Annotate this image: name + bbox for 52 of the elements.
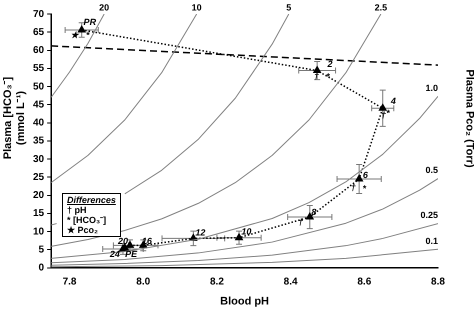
y-tick-label: 45 xyxy=(33,99,45,110)
x-tick-label: 8.6 xyxy=(357,276,372,288)
y-tick-label: 40 xyxy=(33,118,45,129)
annotation: PR xyxy=(84,17,97,28)
series-label: 0.25 xyxy=(420,210,438,220)
y-tick-label: 55 xyxy=(33,63,45,74)
annotation: 6 xyxy=(362,170,369,180)
y-tick-label: 65 xyxy=(33,26,45,38)
series-label: 20 xyxy=(99,2,110,12)
y-tick-label: 70 xyxy=(33,8,45,20)
annotation: † pH xyxy=(67,205,88,215)
x-tick-label: 8.2 xyxy=(210,276,224,288)
series-label: 10 xyxy=(192,2,202,12)
y-tick-label: 25 xyxy=(33,172,45,183)
y-tick-label: 15 xyxy=(33,208,45,220)
x-tick-label: 8.8 xyxy=(431,276,446,288)
y-tick-label: 50 xyxy=(33,81,45,92)
annotation: * xyxy=(326,72,330,82)
x-tick-label: 8.0 xyxy=(136,276,151,288)
annotation: 24 xyxy=(108,249,120,260)
y-tick-label: 5 xyxy=(38,244,45,256)
series-label: 0.1 xyxy=(425,236,438,246)
annotation: 2 xyxy=(326,59,333,70)
annotation: † xyxy=(298,216,304,227)
y-tick-label: 20 xyxy=(33,190,45,202)
y-tick-label: 0 xyxy=(38,262,45,274)
x-axis-title: Blood pH xyxy=(220,295,270,308)
annotation: PE xyxy=(125,249,138,260)
series-label: 2.5 xyxy=(374,2,388,12)
x-tick-label: 8.4 xyxy=(284,276,298,288)
annotation: * xyxy=(386,108,390,118)
annotation: 20 xyxy=(116,236,128,246)
annotation: 10 xyxy=(241,226,252,236)
annotation: * xyxy=(86,30,90,40)
annotation: * xyxy=(362,184,367,194)
annotation: * [HCO₃⁻] xyxy=(67,215,108,225)
x-tick-label: 7.8 xyxy=(62,276,77,288)
annotation: † xyxy=(350,182,356,193)
y-tick-label: 10 xyxy=(33,226,45,238)
y-axis-title: Plasma [HCO₃⁻] (mmol L⁻¹) xyxy=(2,76,28,162)
series-label: 0.5 xyxy=(425,165,438,176)
series-label: 5 xyxy=(286,2,292,12)
y-tick-label: 35 xyxy=(33,136,45,147)
series-label: 1.0 xyxy=(425,82,438,93)
annotation: ★ xyxy=(70,30,81,40)
y-tick-label: 30 xyxy=(33,154,45,165)
annotation: 4 xyxy=(390,96,396,106)
y-tick-label: 60 xyxy=(33,45,45,56)
annotation: Differences xyxy=(67,195,116,205)
annotation: ★ Pco₂ xyxy=(67,225,100,235)
annotation: † xyxy=(380,110,386,120)
annotation: 12 xyxy=(195,227,206,238)
